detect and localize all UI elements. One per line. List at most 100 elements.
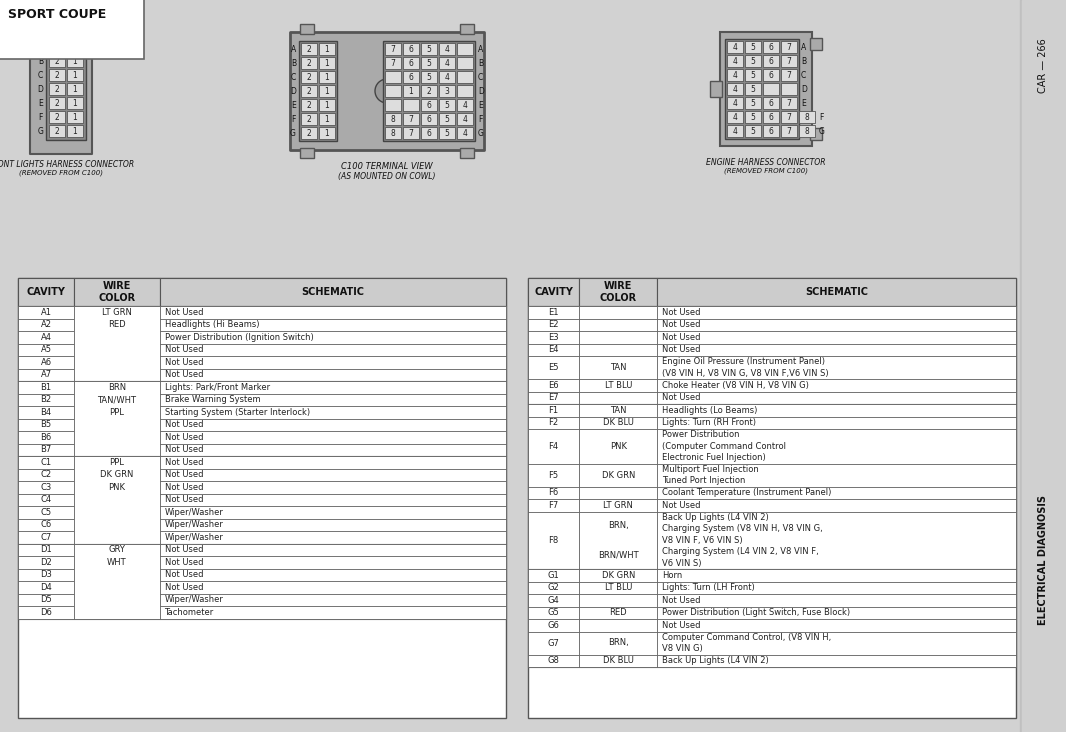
Text: B7: B7 — [41, 445, 51, 455]
Text: 7: 7 — [787, 127, 791, 135]
Text: 1: 1 — [72, 127, 78, 135]
Bar — [75, 306, 160, 381]
Text: SCHEMATIC: SCHEMATIC — [805, 287, 868, 297]
Text: 1: 1 — [325, 129, 329, 138]
Bar — [421, 113, 437, 125]
Bar — [160, 569, 506, 581]
Bar — [385, 85, 401, 97]
Text: E: E — [801, 99, 806, 108]
Text: C2: C2 — [41, 470, 51, 479]
Text: Tachometer: Tachometer — [164, 608, 214, 617]
Bar — [421, 43, 437, 55]
Bar — [319, 113, 335, 125]
Bar — [49, 69, 65, 81]
Text: Lights: Turn (LH Front): Lights: Turn (LH Front) — [662, 583, 755, 592]
Text: E: E — [38, 99, 43, 108]
Text: 6: 6 — [769, 42, 774, 51]
Text: (V8 VIN H, V8 VIN G, V8 VIN F,V6 VIN S): (V8 VIN H, V8 VIN G, V8 VIN F,V6 VIN S) — [662, 369, 829, 378]
Bar — [421, 85, 437, 97]
Text: 1: 1 — [72, 84, 78, 94]
Bar — [579, 318, 658, 331]
Text: 6: 6 — [426, 129, 432, 138]
Bar — [290, 32, 484, 150]
Bar — [160, 394, 506, 406]
Bar — [457, 57, 473, 69]
Bar — [579, 356, 658, 379]
Bar — [439, 99, 455, 111]
Text: BRN: BRN — [108, 383, 126, 392]
Bar — [528, 619, 579, 632]
Bar — [67, 97, 83, 109]
Text: Not Used: Not Used — [164, 558, 203, 567]
Text: 5: 5 — [750, 42, 756, 51]
Text: F: F — [38, 113, 43, 122]
Bar — [579, 463, 658, 487]
Bar — [781, 97, 797, 109]
Text: WIRE
COLOR: WIRE COLOR — [98, 281, 135, 303]
Bar — [763, 69, 779, 81]
Text: 4: 4 — [445, 45, 450, 53]
Text: 5: 5 — [750, 127, 756, 135]
Text: CAVITY: CAVITY — [534, 287, 574, 297]
Text: 1: 1 — [325, 114, 329, 124]
Text: WHT: WHT — [107, 558, 127, 567]
Bar — [745, 69, 761, 81]
Circle shape — [774, 79, 794, 99]
Text: PPL: PPL — [110, 458, 125, 467]
Text: 6: 6 — [769, 56, 774, 65]
Bar — [67, 83, 83, 95]
Text: D: D — [478, 86, 484, 95]
Bar — [528, 569, 1016, 667]
Bar — [727, 69, 743, 81]
Text: D: D — [801, 84, 807, 94]
Bar — [528, 343, 579, 356]
Text: 1: 1 — [72, 42, 78, 51]
Bar — [528, 632, 579, 654]
Bar — [579, 379, 658, 392]
Text: Not Used: Not Used — [164, 570, 203, 579]
Bar — [49, 125, 65, 137]
Bar — [18, 444, 75, 456]
Text: 4: 4 — [732, 127, 738, 135]
Text: F1: F1 — [549, 406, 559, 415]
Text: 2: 2 — [307, 129, 311, 138]
Bar — [18, 493, 75, 506]
Text: B: B — [291, 59, 296, 67]
Text: Headlights (Lo Beams): Headlights (Lo Beams) — [662, 406, 758, 415]
Text: C1: C1 — [41, 458, 51, 467]
Bar — [658, 607, 1016, 619]
Bar — [658, 429, 1016, 463]
Text: 6: 6 — [408, 72, 414, 81]
Bar — [49, 111, 65, 123]
Bar — [18, 368, 75, 381]
Bar — [75, 381, 160, 456]
Text: 4: 4 — [445, 72, 450, 81]
Bar — [18, 381, 75, 394]
Text: Not Used: Not Used — [164, 307, 203, 317]
Text: Tuned Port Injection: Tuned Port Injection — [662, 477, 746, 485]
Text: D: D — [37, 84, 43, 94]
Text: Not Used: Not Used — [164, 545, 203, 554]
Text: 4: 4 — [732, 84, 738, 94]
Bar — [658, 356, 1016, 379]
Bar — [67, 69, 83, 81]
Text: G4: G4 — [548, 596, 560, 605]
Bar — [319, 71, 335, 83]
Text: 1: 1 — [72, 99, 78, 108]
Text: Not Used: Not Used — [164, 420, 203, 429]
Text: 5: 5 — [426, 72, 432, 81]
Text: A5: A5 — [41, 346, 51, 354]
Bar — [658, 318, 1016, 331]
Text: Not Used: Not Used — [662, 596, 700, 605]
Bar — [727, 97, 743, 109]
Text: Wiper/Washer: Wiper/Washer — [164, 520, 224, 529]
Text: C: C — [37, 70, 43, 80]
Bar — [658, 306, 1016, 318]
Text: Not Used: Not Used — [662, 621, 700, 630]
Bar — [658, 278, 1016, 306]
Bar — [300, 148, 314, 158]
Bar — [439, 71, 455, 83]
Text: D6: D6 — [41, 608, 52, 617]
Text: Not Used: Not Used — [164, 458, 203, 467]
Text: 6: 6 — [408, 59, 414, 67]
